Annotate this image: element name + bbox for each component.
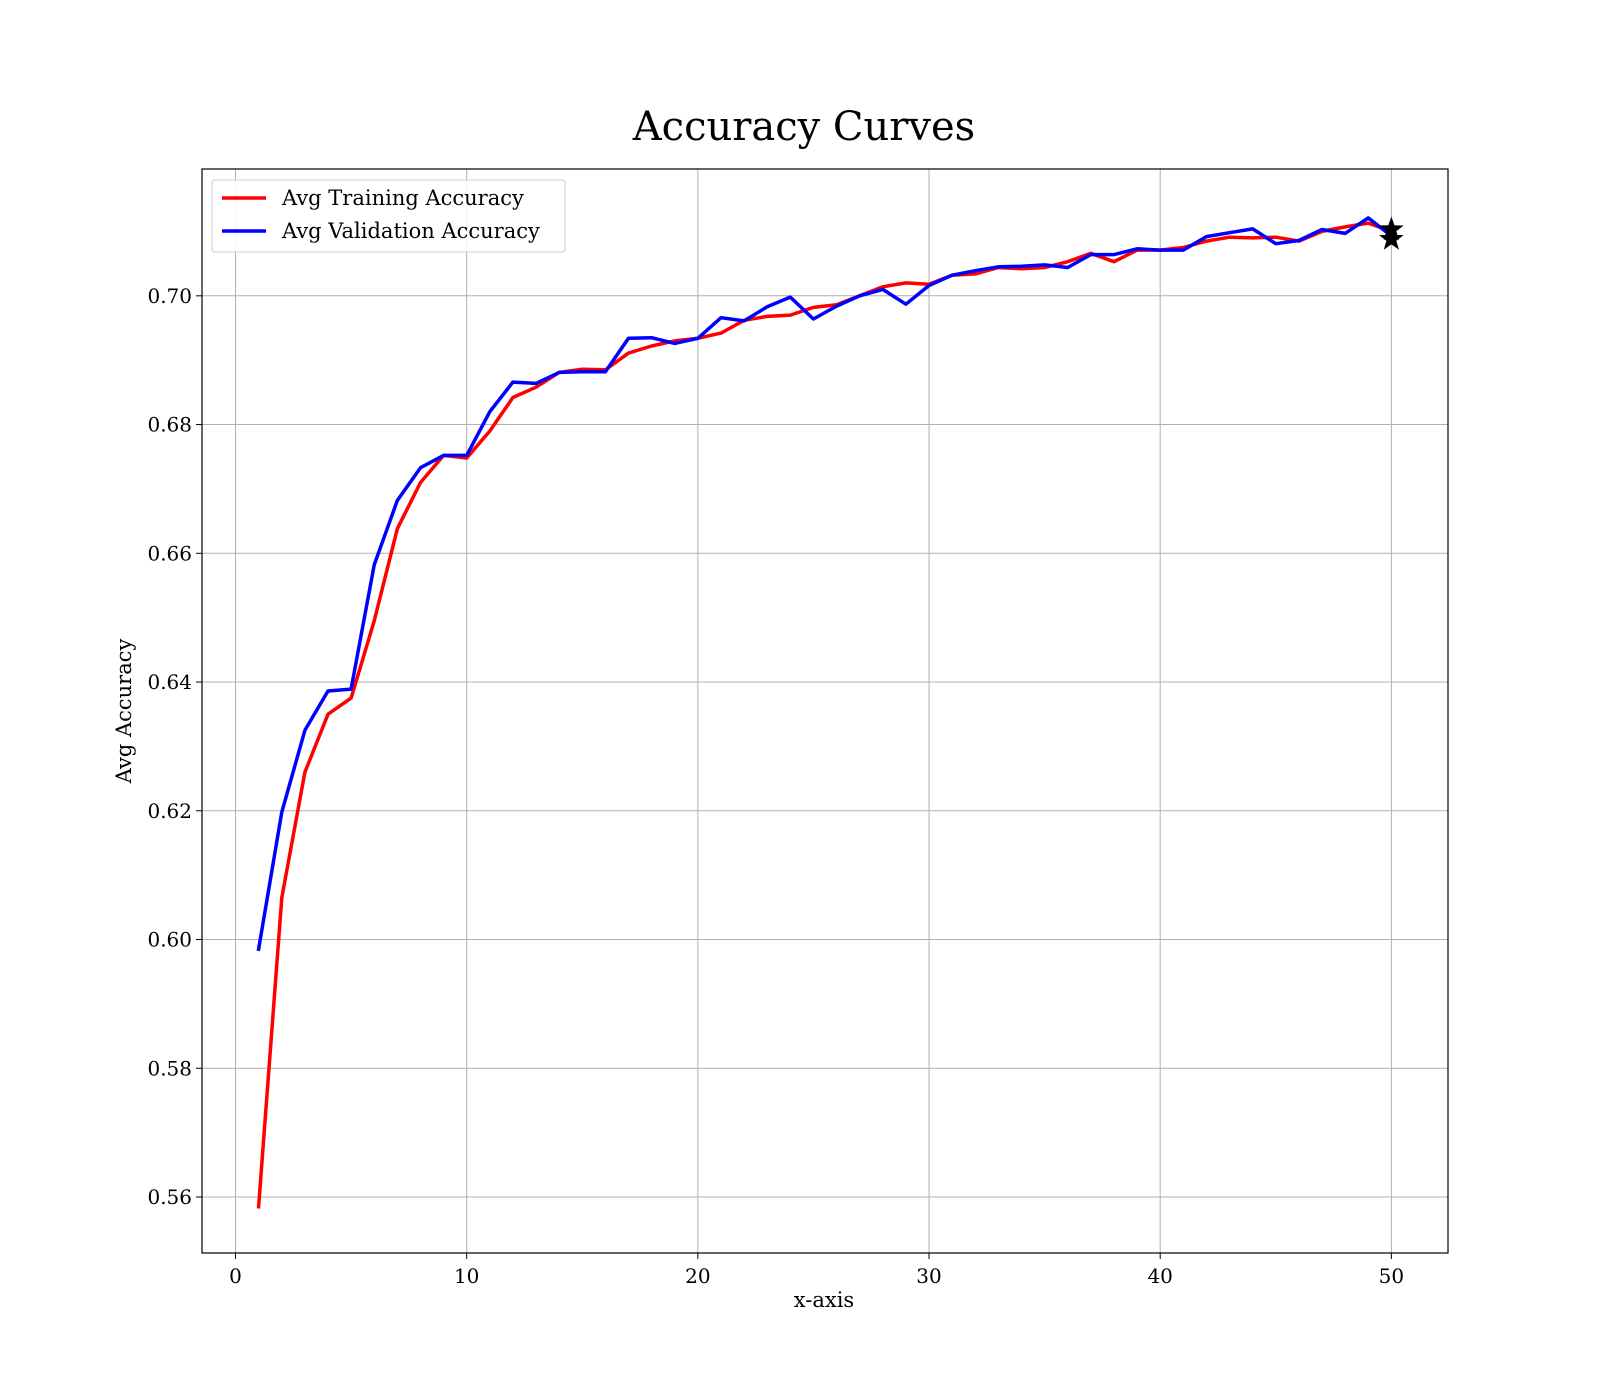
star-marker xyxy=(1379,226,1404,250)
marker-layer xyxy=(1379,216,1404,250)
y-tick-label: 0.68 xyxy=(147,413,192,437)
x-axis-ticks: 0 10 20 30 40 50 xyxy=(229,1253,1404,1288)
plot-area-frame xyxy=(201,168,1449,1254)
y-tick-label: 0.56 xyxy=(147,1185,192,1209)
legend-label: Avg Validation Accuracy xyxy=(281,219,540,243)
y-tick-label: 0.58 xyxy=(147,1056,192,1080)
grid-lines xyxy=(202,169,1448,1253)
y-tick-label: 0.66 xyxy=(147,541,192,565)
legend-label: Avg Training Accuracy xyxy=(281,186,524,210)
x-tick-label: 50 xyxy=(1379,1264,1404,1288)
y-tick-label: 0.60 xyxy=(147,928,192,952)
x-tick-label: 20 xyxy=(685,1264,710,1288)
y-axis-ticks: 0.56 0.58 0.60 0.62 0.64 0.66 0.68 0.70 xyxy=(147,284,202,1209)
series-line-training xyxy=(256,221,1394,1209)
y-tick-label: 0.64 xyxy=(147,670,192,694)
y-tick-label: 0.62 xyxy=(147,799,192,823)
x-tick-label: 40 xyxy=(1147,1264,1172,1288)
series-line-validation xyxy=(256,216,1394,952)
chart-title: Accuracy Curves xyxy=(632,104,975,150)
x-tick-label: 0 xyxy=(229,1264,242,1288)
legend: Avg Training Accuracy Avg Validation Accu… xyxy=(211,179,566,253)
series-layer xyxy=(256,216,1394,1209)
legend-box xyxy=(211,179,566,253)
y-tick-label: 0.70 xyxy=(147,284,192,308)
y-axis-label: Avg Accuracy xyxy=(112,639,136,785)
x-tick-label: 30 xyxy=(916,1264,941,1288)
x-axis-label: x-axis xyxy=(794,1288,854,1312)
x-tick-label: 10 xyxy=(454,1264,479,1288)
